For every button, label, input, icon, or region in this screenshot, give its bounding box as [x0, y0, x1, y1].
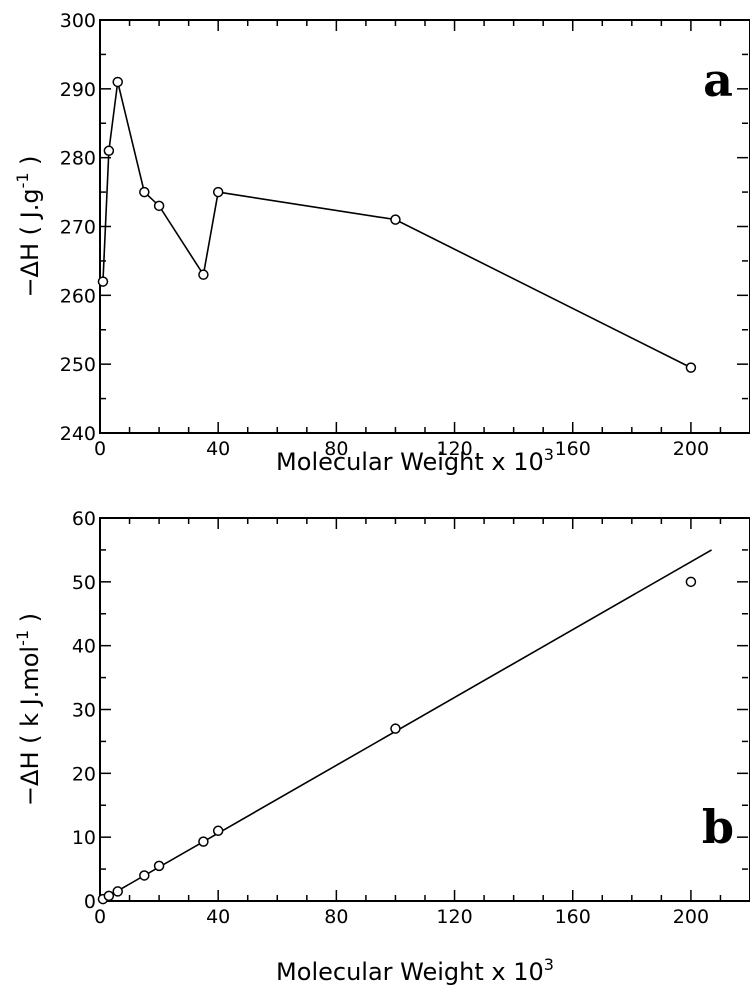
- plot-frame: [99, 19, 750, 434]
- chart-panel-b: 0 40 80 120 160 200 0 10 20 30 40 50 60 Molecular Wei…: [13, 508, 750, 986]
- x-axis-label: Molecular Weight x 103: [276, 955, 554, 986]
- x-tick-label: 200: [673, 438, 709, 460]
- y-tick-label: 50: [72, 572, 96, 594]
- data-point: [390, 214, 401, 225]
- y-tick-label: 300: [60, 10, 96, 32]
- y-tick-label: 40: [72, 636, 96, 658]
- series-line: [102, 81, 692, 369]
- y-tick-label: 60: [72, 508, 96, 530]
- y-tick-label: 10: [72, 827, 96, 849]
- x-tick-label: 160: [555, 438, 591, 460]
- x-tick-label: 40: [206, 906, 230, 928]
- data-point: [139, 186, 150, 198]
- y-tick-label: 250: [60, 354, 96, 376]
- y-axis-label: −ΔH ( k J.mol-1 ): [13, 613, 44, 806]
- data-point: [139, 870, 150, 881]
- plot-frame: [99, 517, 750, 902]
- data-point: [212, 186, 224, 198]
- data-point: [103, 890, 115, 902]
- y-axis-label: −ΔH ( J.g-1 ): [13, 155, 44, 297]
- data-point: [153, 200, 165, 212]
- data-point: [97, 276, 109, 287]
- data-point: [198, 836, 209, 847]
- y-tick-label: 270: [60, 217, 96, 239]
- data-point: [112, 886, 123, 897]
- y-tick-label: 280: [60, 148, 96, 170]
- y-tick-label: 0: [84, 891, 96, 913]
- x-tick-label: 0: [94, 906, 106, 928]
- data-point: [153, 860, 165, 872]
- x-tick-label: 160: [555, 906, 591, 928]
- y-tick-label: 30: [72, 700, 96, 722]
- data-point: [212, 825, 224, 837]
- x-tick-label: 120: [436, 438, 472, 460]
- data-point: [390, 723, 401, 734]
- data-point: [685, 362, 697, 373]
- data-point: [103, 145, 115, 157]
- x-tick-label: 80: [324, 906, 348, 928]
- data-point: [112, 76, 123, 88]
- x-tick-label: 0: [94, 438, 106, 460]
- x-axis-label: Molecular Weight x 103: [276, 445, 554, 476]
- panel-letter: b: [702, 800, 734, 854]
- chart-panel-a: 0 40 80 120 160 200 240 250 260 270 280 290 300 Molec…: [13, 10, 750, 476]
- x-tick-label: 80: [324, 438, 348, 460]
- x-tick-label: 40: [206, 438, 230, 460]
- y-tick-label: 20: [72, 763, 96, 785]
- fit-line: [99, 549, 712, 902]
- panel-letter: a: [703, 53, 733, 107]
- data-point: [198, 269, 209, 280]
- x-tick-label: 200: [673, 906, 709, 928]
- x-tick-label: 120: [436, 906, 472, 928]
- y-tick-label: 290: [60, 79, 96, 101]
- y-tick-label: 260: [60, 285, 96, 307]
- data-point: [685, 576, 697, 588]
- y-tick-label: 240: [60, 423, 96, 445]
